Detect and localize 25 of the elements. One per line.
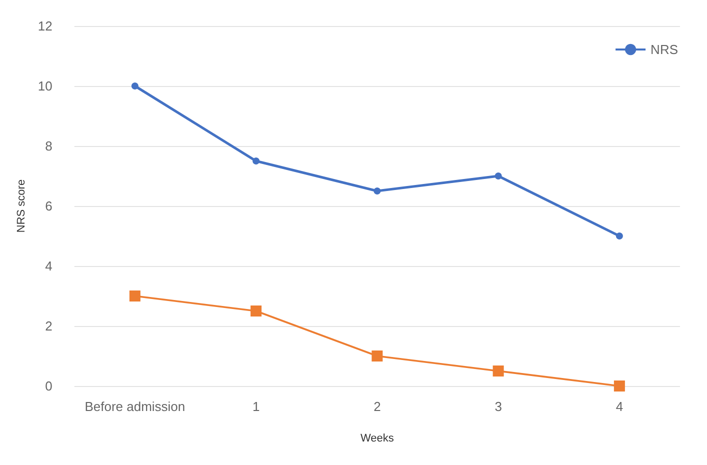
y-tick-label: 2 — [45, 318, 52, 334]
y-tick-label: 8 — [45, 138, 52, 154]
point — [616, 232, 623, 240]
y-axis-title: NRS score — [16, 179, 28, 233]
x-tick-label: 3 — [494, 399, 502, 414]
x-tick-label: Before admission — [84, 399, 186, 414]
point — [252, 158, 260, 164]
y-tick-label: 10 — [38, 78, 52, 94]
y-tick-label: 6 — [45, 198, 52, 214]
y-tick-label: 4 — [45, 258, 52, 274]
point — [250, 306, 262, 316]
point — [129, 290, 140, 302]
point — [374, 188, 381, 194]
y-tick-label: 0 — [45, 378, 52, 394]
x-axis-title: Weeks — [360, 432, 394, 444]
x-tick-label: 4 — [616, 399, 624, 414]
x-tick-label: 2 — [374, 399, 381, 414]
y-tick-label: 12 — [38, 18, 52, 34]
point — [492, 366, 504, 376]
point — [131, 82, 138, 90]
point — [614, 380, 625, 392]
point — [372, 350, 383, 362]
legend-label: NRS — [650, 42, 678, 57]
x-tick-label: 1 — [252, 399, 260, 414]
point — [494, 172, 502, 180]
